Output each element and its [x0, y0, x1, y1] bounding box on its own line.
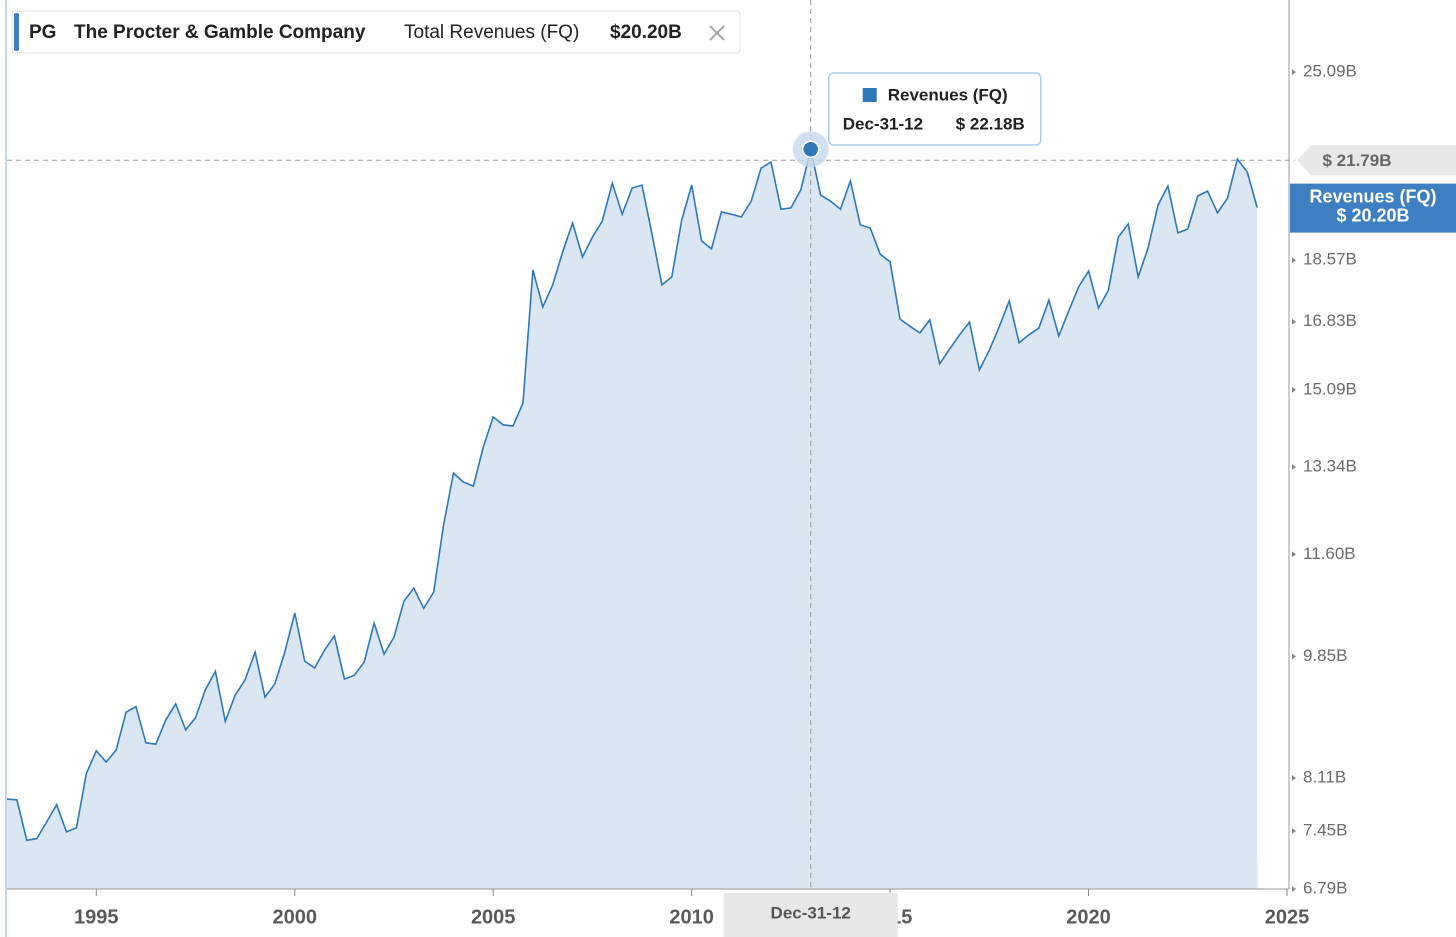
header-ticker: PG	[29, 22, 56, 43]
header-accent	[14, 13, 19, 51]
last-value-badge	[1290, 183, 1456, 233]
y-tick-label: 11.60B	[1303, 544, 1356, 563]
crosshair-label: $ 21.79B	[1323, 151, 1392, 170]
crosshair-badge	[1297, 145, 1456, 176]
last-series-name: Revenues (FQ)	[1309, 186, 1436, 206]
x-tick-label: 2020	[1066, 906, 1111, 928]
y-tick-label: 9.85B	[1303, 646, 1347, 665]
crosshair-date-box	[723, 893, 898, 937]
y-tick	[1292, 69, 1296, 76]
area-fill	[7, 149, 1258, 889]
x-tick-label: 2005	[471, 906, 516, 928]
y-tick	[1292, 828, 1296, 835]
y-tick	[1292, 774, 1296, 781]
tooltip-swatch	[862, 88, 877, 102]
x-tick-label: 2025	[1265, 906, 1310, 928]
header-value: $20.20B	[610, 22, 682, 43]
y-tick-label: 16.83B	[1303, 311, 1357, 330]
x-tick-label: 2000	[273, 906, 318, 928]
tooltip-date: Dec-31-12	[843, 114, 923, 133]
y-tick	[1292, 551, 1296, 558]
y-tick	[1292, 653, 1296, 660]
header-company: The Procter & Gamble Company	[74, 22, 366, 43]
y-tick-label: 8.11B	[1303, 767, 1346, 786]
area-line	[6, 149, 1258, 842]
y-tick	[1292, 886, 1296, 892]
y-tick	[1292, 386, 1296, 393]
tooltip-box	[827, 72, 1042, 146]
y-tick-label: 6.79B	[1303, 878, 1347, 897]
header-box	[11, 10, 741, 54]
tooltip-point	[801, 140, 820, 158]
x-tick-label: 1995	[74, 906, 119, 928]
y-tick-label: 13.34B	[1303, 456, 1357, 475]
crosshair-date: Dec-31-12	[771, 903, 851, 922]
x-tick-label: 2010	[669, 906, 714, 928]
tooltip-series: Revenues (FQ)	[888, 85, 1008, 104]
y-tick-label: 15.09B	[1303, 379, 1357, 398]
y-tick-label: 25.09B	[1303, 62, 1357, 81]
tooltip-value: $ 22.18B	[956, 114, 1025, 133]
y-tick	[1292, 463, 1296, 470]
header-metric: Total Revenues (FQ)	[404, 22, 579, 43]
header-close[interactable]	[709, 25, 725, 41]
last-value-label: $ 20.20B	[1336, 205, 1409, 225]
y-tick-label: 18.57B	[1303, 250, 1357, 269]
y-tick-label: 7.45B	[1303, 821, 1347, 840]
y-tick	[1292, 257, 1296, 264]
y-tick	[1292, 318, 1296, 325]
